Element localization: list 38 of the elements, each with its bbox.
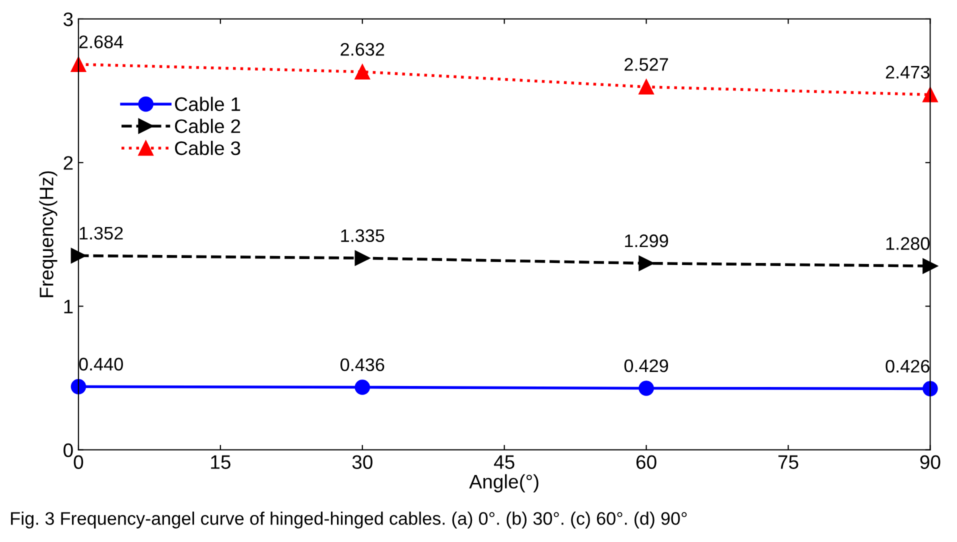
x-tick-label: 30 — [352, 455, 372, 470]
point — [70, 379, 86, 394]
caption: Fig. 3 Frequency-angel curve of hinged-hinged cables. (a) 0°. (b) 30°. (c) 60°. (d) 90° — [11, 512, 687, 528]
point — [70, 248, 86, 264]
legend-label: Cable 3 — [175, 140, 240, 156]
point — [354, 250, 370, 266]
x-tick-label: 15 — [211, 455, 230, 470]
data-label: 2.684 — [79, 36, 124, 48]
x-tick-label: 45 — [494, 455, 514, 470]
x-tick-label: 90 — [920, 455, 940, 470]
data-label: 0.429 — [624, 359, 668, 372]
data-label: 0.436 — [340, 358, 384, 372]
y-tick-label: 2 — [64, 156, 73, 170]
data-label: 1.352 — [80, 226, 123, 240]
y-tick-label: 3 — [64, 12, 73, 26]
legend-label: Cable 1 — [175, 96, 240, 112]
x-tick-label: 60 — [636, 455, 656, 470]
data-label: 1.280 — [886, 237, 930, 250]
data-label: 2.632 — [340, 42, 384, 56]
data-label: 1.299 — [625, 234, 668, 248]
data-label: 2.473 — [886, 66, 930, 79]
legend-label: Cable 2 — [175, 118, 240, 134]
data-label: 0.426 — [886, 360, 930, 373]
y-tick-label: 1 — [64, 300, 73, 314]
point — [638, 380, 654, 396]
point — [638, 256, 654, 271]
y-axis-title: Frequency(Hz) — [39, 171, 58, 298]
data-label: 2.527 — [624, 58, 668, 71]
x-axis-title: Angle(°) — [469, 474, 538, 492]
point — [922, 258, 938, 274]
data-label: 1.335 — [341, 229, 384, 242]
x-tick-label: 0 — [74, 455, 84, 470]
point — [354, 64, 370, 80]
point — [354, 380, 370, 395]
point — [638, 79, 654, 95]
y-tick-label: 0 — [64, 443, 73, 458]
x-tick-label: 75 — [778, 455, 798, 470]
data-label: 0.440 — [79, 358, 123, 371]
